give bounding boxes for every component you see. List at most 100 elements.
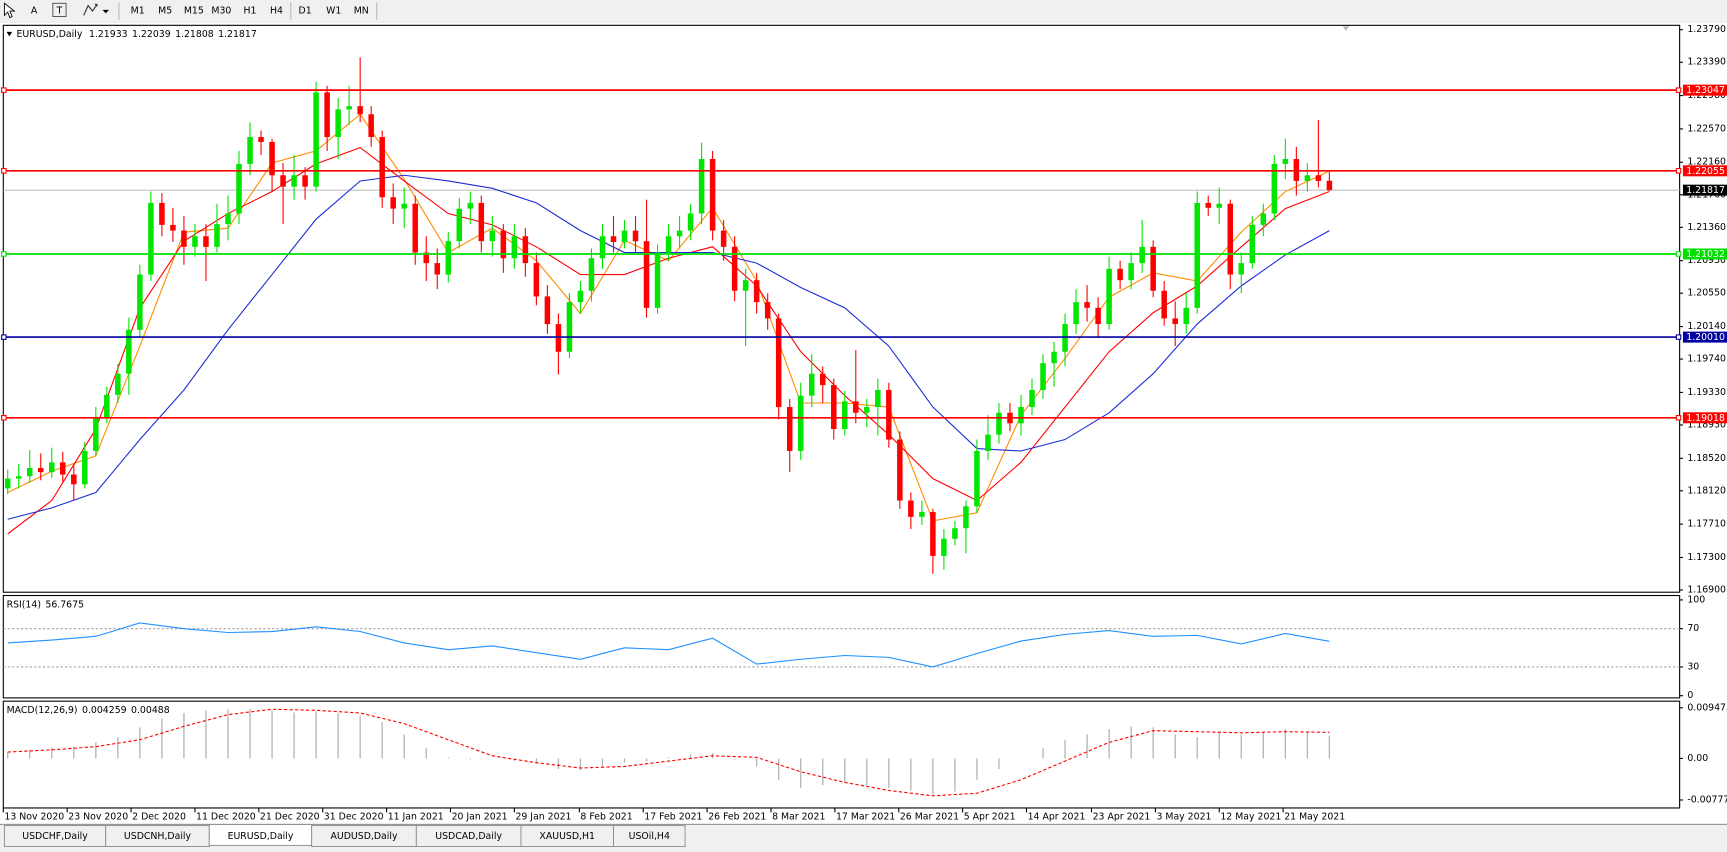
candle-body [875,389,881,408]
chart-tab-label[interactable]: EURUSD,Daily [228,831,294,842]
level-handle [1675,168,1682,174]
text-tool-box [52,2,67,17]
y-tick-label: 1.22570 [1687,123,1726,134]
candle-body [786,407,793,451]
candle-body [214,224,220,247]
indicator-title: MACD(12,26,9) 0.004259 0.00488 [7,705,170,716]
candle-body [379,137,385,198]
candle-body [1161,290,1167,319]
y-tick-label: 1.19330 [1687,387,1726,398]
candle-body [1084,302,1090,308]
candle-body [1271,163,1278,214]
candle-body [1128,263,1134,281]
dropdown-arrow[interactable] [102,9,110,14]
candle-body [346,106,352,110]
title-part: RSI(14) [7,599,41,610]
candle-body [434,263,441,275]
cursor-icon[interactable] [3,2,16,19]
candle-body [1304,175,1311,181]
level-handle [1,334,7,340]
candle-body [37,468,44,473]
candle-body [368,114,374,138]
candle-body [1172,318,1178,325]
candle-body [511,236,518,259]
candle-body [15,476,22,479]
candle-body [1260,213,1267,225]
y-tick-label: 30 [1687,661,1699,672]
y-tick-label: 70 [1687,623,1699,634]
x-tick-label: 26 Feb 2021 [708,811,766,822]
title-part: 0.004259 [82,705,127,716]
candle-body [665,236,672,253]
timeframe-button[interactable]: H4 [270,6,283,17]
candle-body [1194,202,1200,308]
level-handle [1675,334,1682,340]
candle-body [742,280,749,291]
timeframe-button[interactable]: M1 [131,6,145,17]
chart-tab[interactable] [613,825,686,847]
price-panel [2,24,1681,593]
y-tick-label: 100 [1687,594,1705,605]
candle-body [1326,180,1333,191]
candle-body [148,202,154,275]
candle-body [335,109,341,138]
macd-panel [2,700,1681,809]
candle-body [720,230,727,247]
title-part: EURUSD,Daily [17,29,83,40]
chart-tab-label[interactable]: USOil,H4 [629,831,670,842]
timeframe-button[interactable]: D1 [299,6,312,17]
timeframe-button[interactable]: MN [354,6,369,17]
candle-body [401,203,407,209]
toolbar [0,0,1727,23]
candle-body [137,274,143,330]
shapes-icon[interactable] [83,3,98,16]
candle-body [842,401,848,430]
candle-body [1106,268,1112,325]
candle-body [60,462,66,475]
candle-body [599,236,606,259]
candle-body [445,241,452,275]
candle-body [1095,307,1101,325]
chart-tab-label[interactable]: USDCAD,Daily [435,831,502,842]
timeframe-button[interactable]: M5 [158,6,172,17]
timeframe-button[interactable]: W1 [326,6,341,17]
timeframe-button[interactable]: M15 [184,6,204,17]
candle-body [500,230,507,259]
candle-body [643,241,650,308]
candle-body [731,246,738,291]
title-arrow [6,31,13,37]
level-label-box [1682,165,1727,177]
level-label: 1.23047 [1686,85,1725,96]
candle-body [236,163,242,214]
y-tick-label: 1.21360 [1687,222,1726,233]
timeframe-button[interactable]: H1 [244,6,257,17]
indicator-title: EURUSD,Daily 1.21933 1.22039 1.21808 1.21817 [17,29,257,40]
chart-tab-label[interactable]: XAUUSD,H1 [539,831,595,842]
x-tick-label: 8 Feb 2021 [580,811,632,822]
chart-tab-label[interactable]: USDCNH,Daily [124,831,192,842]
chart-tab-label[interactable]: AUDUSD,Daily [330,831,397,842]
tool-button[interactable]: T [56,6,63,17]
level-handle [1675,415,1682,421]
candle-body [1117,268,1123,281]
candle-body [533,263,540,297]
tool-button[interactable]: A [31,6,38,17]
chart-tab-label[interactable]: USDCHF,Daily [22,831,88,842]
y-tick-label: 1.18930 [1687,419,1726,430]
title-part: 1.21817 [218,29,257,40]
candle-body [1249,224,1256,264]
candle-body [1282,159,1289,164]
candle-body [1040,363,1046,390]
candle-body [93,417,99,451]
y-tick-label: 1.17710 [1687,519,1726,530]
timeframe-button[interactable]: M30 [211,6,231,17]
candle-body [4,478,11,489]
x-tick-label: 21 May 2021 [1284,811,1345,822]
x-tick-label: 21 Dec 2020 [260,811,320,822]
candle-body [930,511,936,556]
candle-body [577,290,584,303]
candle-body [853,401,859,413]
candle-body [775,318,782,408]
candle-body [831,385,837,430]
